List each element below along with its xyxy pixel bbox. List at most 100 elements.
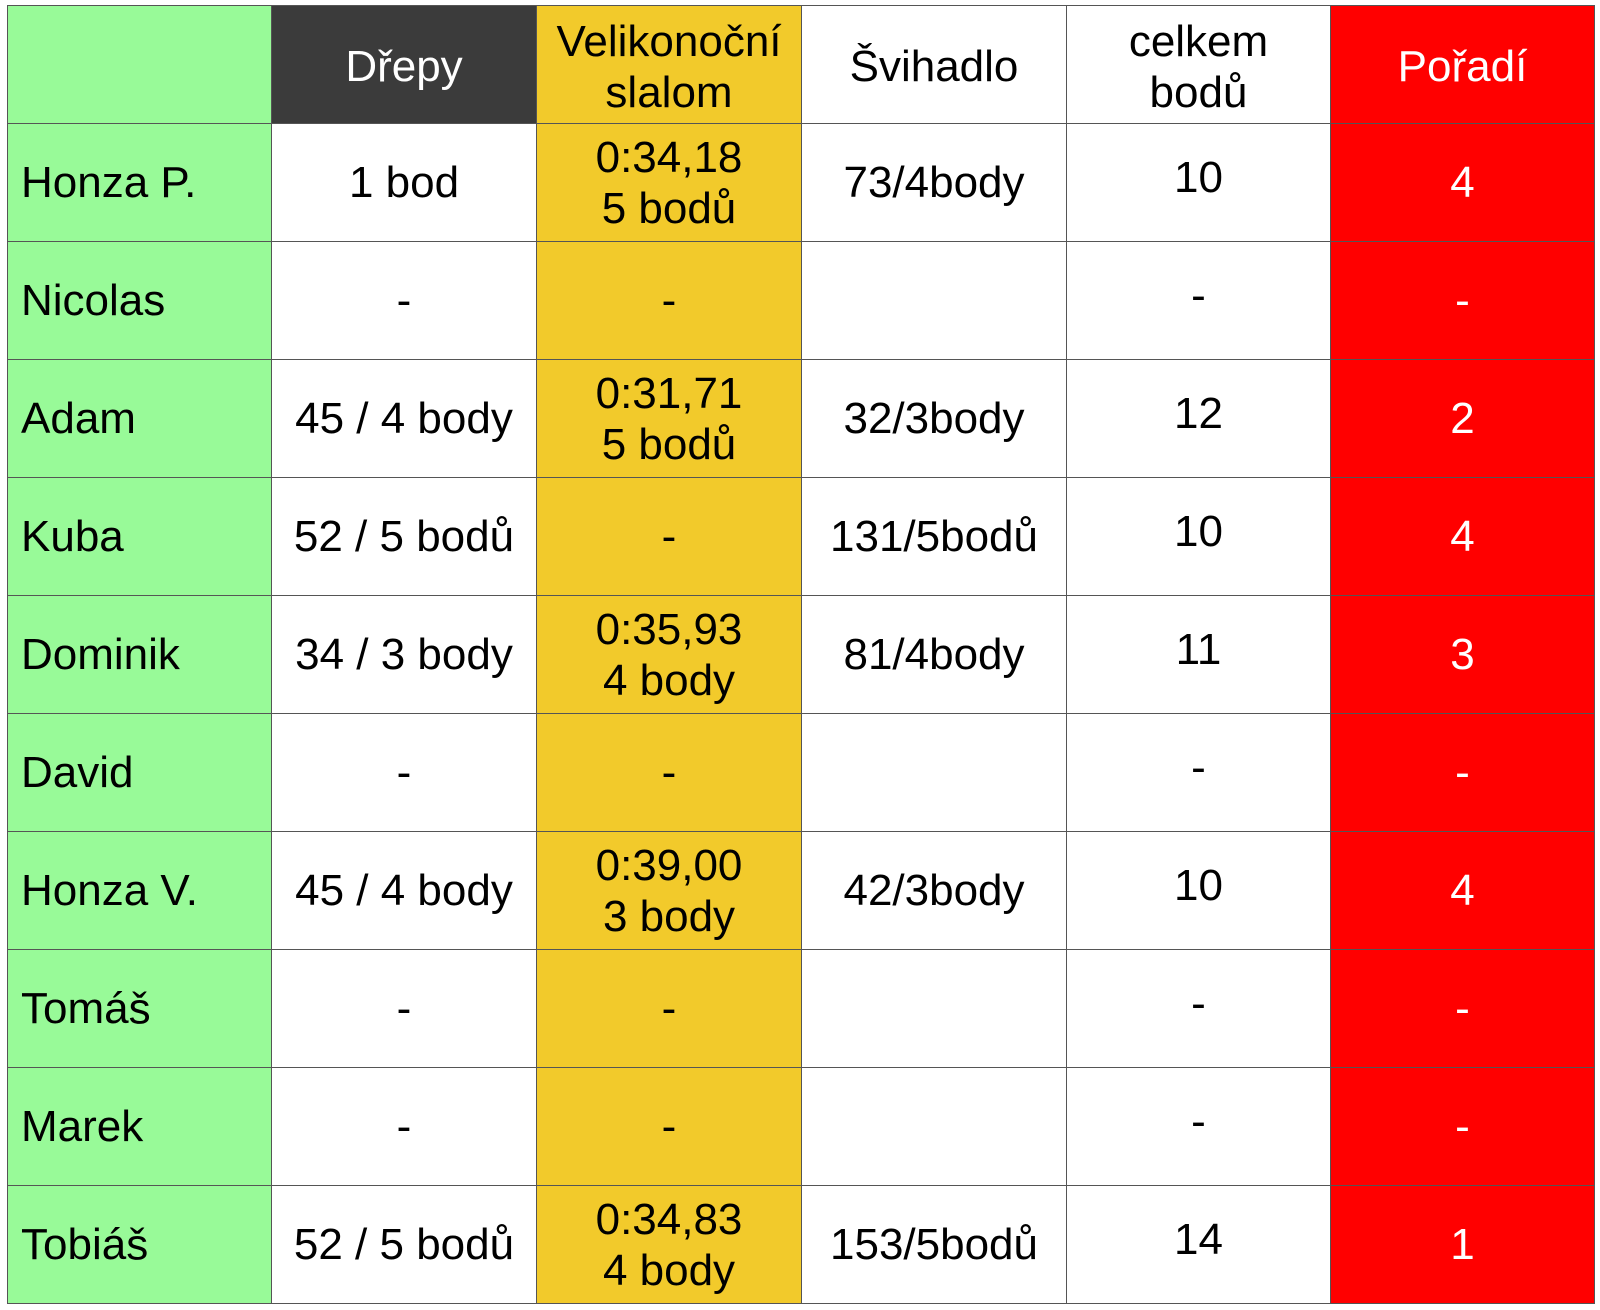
competitor-name-text: David: [21, 748, 134, 797]
drepy-cell-text: 45 / 4 body: [295, 394, 513, 443]
celkem-cell-text: -: [1191, 743, 1206, 792]
slalom-time: 0:31,71: [595, 368, 743, 418]
competitor-name-text: Honza V.: [21, 866, 198, 915]
table-row: Honza V. 45 / 4 body 0:39,00 3 body 42/3body…: [7, 831, 1595, 950]
slalom-time: -: [661, 748, 677, 797]
poradi-cell: 2: [1330, 359, 1595, 478]
poradi-cell-text: -: [1455, 1102, 1470, 1151]
table-row: Adam 45 / 4 body 0:31,71 5 bodů 32/3body 12 2: [7, 359, 1595, 478]
competitor-name: Dominik: [7, 595, 272, 714]
poradi-cell-text: 4: [1450, 866, 1475, 915]
celkem-cell: 10: [1066, 477, 1331, 596]
header-celkem: celkem bodů: [1066, 5, 1331, 124]
slalom-cell: -: [536, 713, 802, 832]
slalom-time: -: [661, 276, 677, 325]
svihadlo-cell: 73/4body: [801, 123, 1067, 242]
results-table: Dřepy Velikonoční slalom Švihadlo celkem…: [7, 5, 1595, 1304]
slalom-cell: -: [536, 1067, 802, 1186]
competitor-name-text: Dominik: [21, 630, 180, 679]
drepy-cell-text: -: [396, 1102, 412, 1151]
poradi-cell-text: 3: [1450, 630, 1475, 679]
slalom-time: -: [661, 984, 677, 1033]
celkem-cell: 14: [1066, 1185, 1331, 1304]
slalom-cell: 0:34,83 4 body: [536, 1185, 802, 1304]
competitor-name: Honza V.: [7, 831, 272, 950]
drepy-cell-text: -: [396, 984, 412, 1033]
drepy-cell-text: 45 / 4 body: [295, 866, 513, 915]
header-svihadlo-label: Švihadlo: [849, 42, 1019, 91]
drepy-cell: 45 / 4 body: [271, 359, 537, 478]
corner-header: [7, 5, 272, 124]
slalom-points: 4 body: [602, 1245, 736, 1295]
slalom-cell: 0:31,71 5 bodů: [536, 359, 802, 478]
celkem-cell-text: 12: [1174, 389, 1223, 438]
poradi-cell-text: 2: [1450, 394, 1475, 443]
celkem-cell: 11: [1066, 595, 1331, 714]
header-svihadlo: Švihadlo: [801, 5, 1067, 124]
svihadlo-cell: 81/4body: [801, 595, 1067, 714]
svihadlo-cell-text: 131/5bodů: [830, 512, 1038, 561]
poradi-cell: -: [1330, 949, 1595, 1068]
drepy-cell-text: -: [396, 748, 412, 797]
results-table-body: Dřepy Velikonoční slalom Švihadlo celkem…: [7, 5, 1595, 1304]
slalom-cell: 0:35,93 4 body: [536, 595, 802, 714]
poradi-cell: 4: [1330, 477, 1595, 596]
table-row: David - - - -: [7, 713, 1595, 832]
slalom-time: 0:35,93: [595, 604, 743, 654]
slalom-cell: -: [536, 949, 802, 1068]
svihadlo-cell: 32/3body: [801, 359, 1067, 478]
competitor-name: David: [7, 713, 272, 832]
celkem-cell-text: 10: [1174, 861, 1223, 910]
celkem-cell-text: 10: [1174, 153, 1223, 202]
slalom-points: 4 body: [602, 655, 736, 705]
poradi-cell-text: -: [1455, 276, 1470, 325]
competitor-name: Honza P.: [7, 123, 272, 242]
slalom-cell: -: [536, 477, 802, 596]
slalom-time: 0:34,18: [595, 132, 743, 182]
competitor-name-text: Adam: [21, 394, 136, 443]
poradi-cell: -: [1330, 713, 1595, 832]
competitor-name: Nicolas: [7, 241, 272, 360]
drepy-cell: 34 / 3 body: [271, 595, 537, 714]
svihadlo-cell-text: 73/4body: [843, 158, 1025, 207]
competitor-name-text: Tomáš: [21, 984, 151, 1033]
slalom-cell: -: [536, 241, 802, 360]
drepy-cell: -: [271, 949, 537, 1068]
competitor-name: Tobiáš: [7, 1185, 272, 1304]
celkem-cell: -: [1066, 713, 1331, 832]
celkem-cell-text: -: [1191, 1097, 1206, 1146]
poradi-cell: 4: [1330, 831, 1595, 950]
competitor-name: Adam: [7, 359, 272, 478]
competitor-name: Marek: [7, 1067, 272, 1186]
header-poradi-label: Pořadí: [1397, 42, 1528, 91]
table-row: Tobiáš 52 / 5 bodů 0:34,83 4 body 153/5bodů 1…: [7, 1185, 1595, 1304]
slalom-points: 5 bodů: [601, 419, 737, 469]
slalom-cell: 0:39,00 3 body: [536, 831, 802, 950]
competitor-name-text: Nicolas: [21, 276, 166, 325]
slalom-points: 5 bodů: [601, 183, 737, 233]
drepy-cell-text: 34 / 3 body: [295, 630, 513, 679]
poradi-cell: 4: [1330, 123, 1595, 242]
drepy-cell: -: [271, 1067, 537, 1186]
svihadlo-cell: 42/3body: [801, 831, 1067, 950]
table-row: Marek - - - -: [7, 1067, 1595, 1186]
table-row: Kuba 52 / 5 bodů - 131/5bodů 10 4: [7, 477, 1595, 596]
svihadlo-cell: [801, 949, 1067, 1068]
drepy-cell: 1 bod: [271, 123, 537, 242]
svihadlo-cell: 153/5bodů: [801, 1185, 1067, 1304]
celkem-cell: -: [1066, 241, 1331, 360]
poradi-cell: -: [1330, 1067, 1595, 1186]
slalom-time: 0:39,00: [595, 840, 743, 890]
drepy-cell-text: 1 bod: [348, 158, 460, 207]
header-slalom-line2: slalom: [605, 67, 733, 117]
competitor-name-text: Tobiáš: [21, 1220, 149, 1269]
celkem-cell-text: 14: [1174, 1215, 1223, 1264]
poradi-cell-text: 4: [1450, 512, 1475, 561]
svihadlo-cell: [801, 241, 1067, 360]
svihadlo-cell-text: 42/3body: [843, 866, 1025, 915]
drepy-cell: 45 / 4 body: [271, 831, 537, 950]
slalom-time: -: [661, 1102, 677, 1151]
celkem-cell: -: [1066, 1067, 1331, 1186]
celkem-cell: 10: [1066, 831, 1331, 950]
slalom-time: 0:34,83: [595, 1194, 743, 1244]
